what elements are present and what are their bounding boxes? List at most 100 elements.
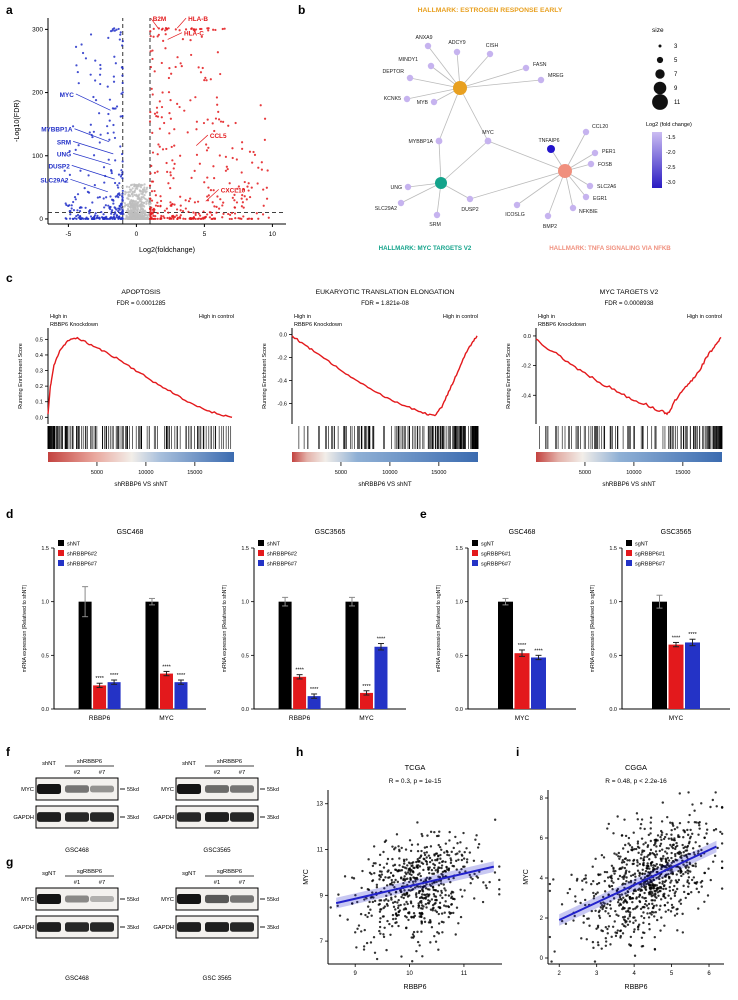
svg-text:0.1: 0.1 <box>35 400 43 406</box>
svg-text:10: 10 <box>406 971 413 977</box>
svg-text:CISH: CISH <box>486 43 499 49</box>
svg-text:****: **** <box>295 668 304 674</box>
svg-text:GSC 3565: GSC 3565 <box>203 975 232 982</box>
svg-text:SRM: SRM <box>429 222 441 228</box>
svg-text:35kd: 35kd <box>127 925 139 931</box>
svg-text:15000: 15000 <box>187 470 202 476</box>
svg-text:MYB: MYB <box>417 100 429 106</box>
svg-text:55kd: 55kd <box>267 897 279 903</box>
svg-text:TNFAIP6: TNFAIP6 <box>538 138 559 144</box>
svg-text:100: 100 <box>32 153 43 160</box>
gsea-plot-apoptosis: APOPTOSIS FDR = 0.0001285 High in RBBP6 Kno… <box>18 289 234 488</box>
svg-text:PER1: PER1 <box>602 149 616 155</box>
svg-text:5: 5 <box>674 58 678 64</box>
svg-text:GAPDH: GAPDH <box>13 815 34 821</box>
svg-text:5000: 5000 <box>91 470 103 476</box>
svg-text:MYC: MYC <box>161 897 174 903</box>
svg-text:10000: 10000 <box>138 470 153 476</box>
svg-text:FOSB: FOSB <box>598 162 613 168</box>
svg-text:BMP2: BMP2 <box>543 224 557 230</box>
svg-text:B2M: B2M <box>153 16 167 23</box>
svg-text:SLC29A2: SLC29A2 <box>375 206 397 212</box>
svg-text:11: 11 <box>674 100 681 106</box>
svg-text:13: 13 <box>316 802 323 808</box>
svg-text:FDR = 0.0008938: FDR = 0.0008938 <box>604 300 654 307</box>
svg-text:0.4: 0.4 <box>35 353 43 359</box>
svg-text:****: **** <box>534 648 543 654</box>
svg-text:****: **** <box>110 673 119 679</box>
svg-text:11: 11 <box>461 971 468 977</box>
svg-text:UNG: UNG <box>390 185 402 191</box>
svg-text:MYC: MYC <box>523 869 530 885</box>
svg-text:1.5: 1.5 <box>241 546 249 552</box>
svg-text:Running Enrichment Score: Running Enrichment Score <box>262 343 268 409</box>
svg-text:MYC: MYC <box>303 869 310 885</box>
bar-chart-shrna-gsc3565: GSC3565 0.0 0.5 1.0 1.5 mRNA expression (Rela… <box>222 529 406 722</box>
svg-text:****: **** <box>95 676 104 682</box>
svg-text:****: **** <box>672 635 681 641</box>
svg-text:KCNK5: KCNK5 <box>384 96 401 102</box>
svg-text:RBBP6: RBBP6 <box>404 984 427 991</box>
svg-text:0.5: 0.5 <box>455 653 463 659</box>
svg-text:R = 0.48, p < 2.2e-16: R = 0.48, p < 2.2e-16 <box>605 778 667 785</box>
svg-text:DEPTOR: DEPTOR <box>382 69 404 75</box>
svg-text:****: **** <box>518 643 527 649</box>
volcano-plot: -5 0 5 100100200300Log2(foldchange)-Log10(F… <box>12 16 286 254</box>
svg-text:#7: #7 <box>99 880 105 886</box>
svg-text:0.5: 0.5 <box>241 653 249 659</box>
svg-text:55kd: 55kd <box>267 787 279 793</box>
svg-text:High in control: High in control <box>199 314 234 320</box>
svg-text:0.0: 0.0 <box>35 415 43 421</box>
western-blot-sg-gsc3565: sgNT sgRBBP6 #1 #7 MYC 55kd GAPDH 35kd GSC 3565 <box>153 869 279 982</box>
svg-text:DUSP2: DUSP2 <box>48 163 70 170</box>
svg-text:HLA-B: HLA-B <box>188 16 208 23</box>
svg-text:35kd: 35kd <box>267 925 279 931</box>
svg-text:0.0: 0.0 <box>523 334 531 340</box>
svg-text:shNT: shNT <box>67 542 81 548</box>
panel-label-h: h <box>296 745 304 759</box>
svg-text:300: 300 <box>32 26 43 33</box>
western-blot-sh-gsc3565: shNT shRBBP6 #2 #7 MYC 55kd GAPDH 35kd GSC3565 <box>153 759 279 854</box>
svg-text:3: 3 <box>674 44 678 50</box>
svg-text:8: 8 <box>540 796 544 802</box>
svg-text:CGGA: CGGA <box>625 763 647 772</box>
svg-text:****: **** <box>162 664 171 670</box>
svg-text:MYC: MYC <box>482 130 494 136</box>
svg-text:shRBBP6 VS shNT: shRBBP6 VS shNT <box>358 481 412 488</box>
svg-text:sgRBBP6#1: sgRBBP6#1 <box>635 552 665 558</box>
svg-text:5: 5 <box>670 971 674 977</box>
svg-text:5: 5 <box>203 231 207 238</box>
svg-text:RBBP6: RBBP6 <box>89 715 111 722</box>
svg-text:GSC468: GSC468 <box>65 847 89 854</box>
svg-text:6: 6 <box>540 836 544 842</box>
svg-text:Running Enrichment Score: Running Enrichment Score <box>506 343 512 409</box>
svg-text:Log2(foldchange): Log2(foldchange) <box>139 245 195 254</box>
svg-text:ICOSLG: ICOSLG <box>505 212 525 218</box>
svg-text:MYC: MYC <box>515 715 530 722</box>
svg-text:shNT: shNT <box>267 542 281 548</box>
svg-text:CXCL10: CXCL10 <box>221 187 246 194</box>
svg-text:0.0: 0.0 <box>279 333 287 339</box>
svg-text:NFKBIE: NFKBIE <box>579 209 598 215</box>
svg-text:mRNA expression (Relatived to: mRNA expression (Relatived to sgNT) <box>436 584 442 672</box>
gsea-plot-translation-elongation: EUKARYOTIC TRANSLATION ELONGATION FDR = 1… <box>262 289 479 488</box>
svg-text:FDR = 0.0001285: FDR = 0.0001285 <box>116 300 166 307</box>
svg-text:5000: 5000 <box>579 470 591 476</box>
svg-text:MYC: MYC <box>161 787 174 793</box>
svg-text:1.0: 1.0 <box>609 600 617 606</box>
svg-text:GSC3565: GSC3565 <box>203 847 231 854</box>
svg-text:FDR = 1.821e-08: FDR = 1.821e-08 <box>361 300 409 307</box>
svg-text:GSC468: GSC468 <box>65 975 89 982</box>
svg-text:#7: #7 <box>239 770 245 776</box>
svg-text:mRNA expression (Relatived to: mRNA expression (Relatived to sgNT) <box>590 584 596 672</box>
svg-text:9: 9 <box>354 971 358 977</box>
svg-text:Log2 (fold change): Log2 (fold change) <box>646 122 692 128</box>
svg-text:GSC468: GSC468 <box>509 529 536 536</box>
svg-text:-Log10(FDR): -Log10(FDR) <box>12 100 21 142</box>
svg-text:GAPDH: GAPDH <box>153 925 174 931</box>
svg-text:10000: 10000 <box>382 470 397 476</box>
svg-text:High in: High in <box>294 314 311 320</box>
svg-text:35kd: 35kd <box>127 815 139 821</box>
svg-text:200: 200 <box>32 90 43 97</box>
svg-text:2: 2 <box>540 916 544 922</box>
